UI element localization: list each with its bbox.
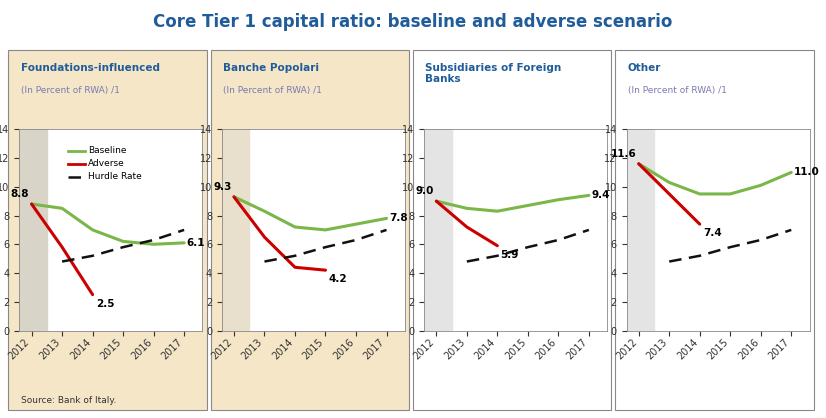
- Text: 2.5: 2.5: [96, 299, 114, 309]
- Text: Subsidiaries of Foreign
Banks: Subsidiaries of Foreign Banks: [425, 63, 562, 84]
- Text: 6.1: 6.1: [187, 238, 205, 248]
- Text: 9.4: 9.4: [591, 190, 610, 200]
- Text: Foundations-influenced: Foundations-influenced: [21, 63, 159, 73]
- Text: 11.0: 11.0: [794, 167, 819, 177]
- Text: (In Percent of RWA) /1: (In Percent of RWA) /1: [223, 86, 322, 95]
- Text: Baseline: Baseline: [88, 146, 126, 155]
- Text: Adverse: Adverse: [88, 159, 125, 168]
- Bar: [219, 129, 249, 331]
- Text: Core Tier 1 capital ratio: baseline and adverse scenario: Core Tier 1 capital ratio: baseline and …: [154, 13, 672, 31]
- Text: 7.8: 7.8: [389, 214, 407, 223]
- Text: (In Percent of RWA) /1: (In Percent of RWA) /1: [628, 86, 727, 95]
- Text: Hurdle Rate: Hurdle Rate: [88, 172, 142, 181]
- Text: 7.4: 7.4: [703, 229, 722, 238]
- Text: 11.6: 11.6: [610, 149, 636, 159]
- Text: 9.0: 9.0: [415, 186, 434, 196]
- Bar: [17, 129, 47, 331]
- Text: 4.2: 4.2: [329, 275, 347, 285]
- Bar: [421, 129, 452, 331]
- Text: Other: Other: [628, 63, 661, 73]
- Text: Banche Popolari: Banche Popolari: [223, 63, 319, 73]
- Text: 5.9: 5.9: [501, 250, 519, 260]
- Bar: [624, 129, 654, 331]
- Text: (In Percent of RWA) /1: (In Percent of RWA) /1: [21, 86, 120, 95]
- Text: 8.8: 8.8: [11, 189, 29, 199]
- Text: 9.3: 9.3: [213, 182, 231, 192]
- Text: Source: Bank of Italy.: Source: Bank of Italy.: [21, 396, 116, 405]
